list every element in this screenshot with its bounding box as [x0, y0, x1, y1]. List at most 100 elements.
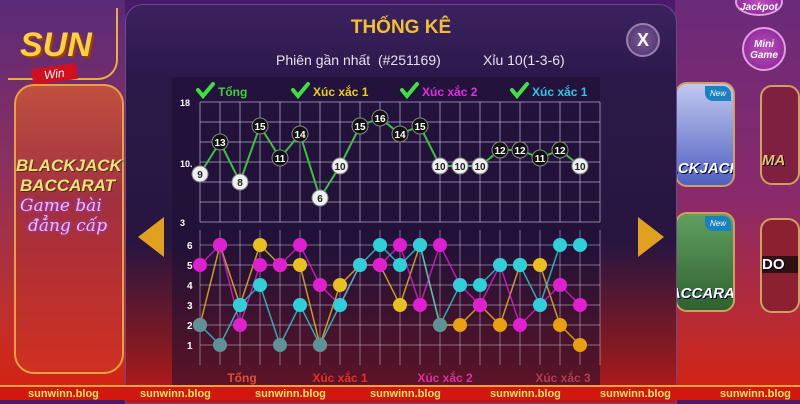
watermark: sunwinn.blog	[255, 388, 326, 400]
dice-point	[573, 338, 587, 352]
banner-line3: Game bài	[20, 196, 102, 216]
new-badge: New	[704, 86, 731, 101]
dice-point	[273, 338, 287, 352]
total-point-label: 11	[535, 154, 546, 165]
blackjack-card[interactable]: New BLACKJACK	[675, 82, 735, 187]
y-tick-label: 4	[187, 281, 193, 292]
dice-point	[393, 258, 407, 272]
dice-point	[473, 298, 487, 312]
total-point	[291, 125, 309, 143]
dice-point	[293, 298, 307, 312]
right-sidebar: Jackpot Mini Game New BLACKJACK New BACC…	[675, 0, 800, 400]
dice-point	[273, 258, 287, 272]
total-point-label: 12	[554, 146, 566, 157]
check-icon[interactable]	[510, 82, 529, 100]
total-point	[431, 157, 449, 175]
statistics-modal: THỐNG KÊ X Phiên gần nhất (#251169) Xỉu …	[125, 4, 677, 404]
total-point	[471, 157, 489, 175]
watermark: sunwinn.blog	[370, 388, 441, 400]
bottom-tab[interactable]: Xúc xắc 3	[535, 370, 591, 385]
banner-line4: đẳng cấp	[28, 216, 108, 236]
dice-point	[293, 258, 307, 272]
dice-point	[453, 318, 467, 332]
dice-point	[373, 238, 387, 252]
total-point	[271, 149, 289, 167]
total-point	[551, 141, 569, 159]
dice-point	[433, 318, 447, 332]
dice-point	[453, 278, 467, 292]
total-point	[391, 125, 409, 143]
close-button[interactable]: X	[626, 23, 660, 57]
card-label: MA	[762, 152, 786, 169]
watermark: sunwinn.blog	[28, 388, 99, 400]
watermark: sunwinn.blog	[720, 388, 791, 400]
bottom-tab[interactable]: Xúc xắc 2	[417, 370, 473, 385]
y-tick-label: 18	[180, 98, 190, 108]
dice-point	[293, 238, 307, 252]
check-icon[interactable]	[196, 82, 215, 100]
total-point-label: 15	[414, 122, 426, 133]
blackjack-baccarat-banner[interactable]: BLACKJACK BACCARAT Game bài đẳng cấp	[14, 84, 124, 374]
total-point-label: 15	[254, 122, 266, 133]
total-point-label: 16	[374, 114, 386, 125]
total-point	[451, 157, 469, 175]
total-point-label: 13	[214, 138, 226, 149]
check-icon[interactable]	[291, 82, 310, 100]
card-label: DO	[762, 256, 798, 273]
dice-point	[253, 278, 267, 292]
left-sidebar: SUN Win BLACKJACK BACCARAT Game bài đẳng…	[0, 0, 125, 400]
total-point	[211, 133, 229, 151]
dice-point	[413, 298, 427, 312]
dice-point	[193, 318, 207, 332]
prev-arrow-icon[interactable]	[138, 217, 164, 257]
y-tick-label: 6	[187, 241, 193, 252]
banner-line1: BLACKJACK	[16, 156, 122, 175]
total-point	[571, 157, 589, 175]
total-point	[371, 109, 389, 127]
dice-point	[253, 258, 267, 272]
dice-point	[353, 258, 367, 272]
dice-point	[553, 278, 567, 292]
dice-point	[413, 238, 427, 252]
bottom-tab[interactable]: Tổng	[227, 371, 256, 385]
sunwin-logo[interactable]: SUN Win	[8, 8, 118, 86]
dice-point	[313, 338, 327, 352]
dice-point	[233, 298, 247, 312]
y-tick-label: 3	[187, 301, 193, 312]
y-tick-label: 10.	[180, 159, 193, 169]
mini-game-button[interactable]: Mini Game	[742, 27, 786, 71]
dice-point	[373, 258, 387, 272]
watermark: sunwinn.blog	[140, 388, 211, 400]
dice-point	[573, 298, 587, 312]
y-tick-label: 5	[187, 261, 193, 272]
legend-label: Xúc xắc 1	[313, 84, 369, 99]
total-point	[331, 157, 349, 175]
session-info: Phiên gần nhất (#251169)	[276, 52, 441, 68]
y-tick-label: 3	[180, 218, 185, 228]
dice-point	[573, 238, 587, 252]
total-point	[251, 117, 269, 135]
logo-text: SUN	[20, 26, 92, 64]
dice-point	[193, 258, 207, 272]
dice-point	[473, 278, 487, 292]
watermark-bar: sunwinn.blog sunwinn.blog sunwinn.blog s…	[0, 385, 800, 400]
total-point-label: 15	[354, 122, 366, 133]
game-card-ma[interactable]: MA	[760, 85, 800, 185]
total-point-label: 10	[574, 162, 586, 173]
total-point	[531, 149, 549, 167]
check-icon[interactable]	[400, 82, 419, 100]
modal-title: THỐNG KÊ	[350, 17, 452, 38]
dice-point	[313, 278, 327, 292]
y-tick-label: 1	[187, 341, 193, 352]
total-point	[311, 189, 329, 207]
total-point	[411, 117, 429, 135]
next-arrow-icon[interactable]	[638, 217, 664, 257]
bottom-tab[interactable]: Xúc xắc 1	[312, 370, 368, 385]
total-point-label: 12	[514, 146, 526, 157]
dice-point	[213, 238, 227, 252]
total-point-label: 8	[237, 178, 243, 189]
game-card-do[interactable]: DO	[760, 218, 800, 313]
total-point	[351, 117, 369, 135]
total-point-label: 14	[394, 130, 406, 141]
